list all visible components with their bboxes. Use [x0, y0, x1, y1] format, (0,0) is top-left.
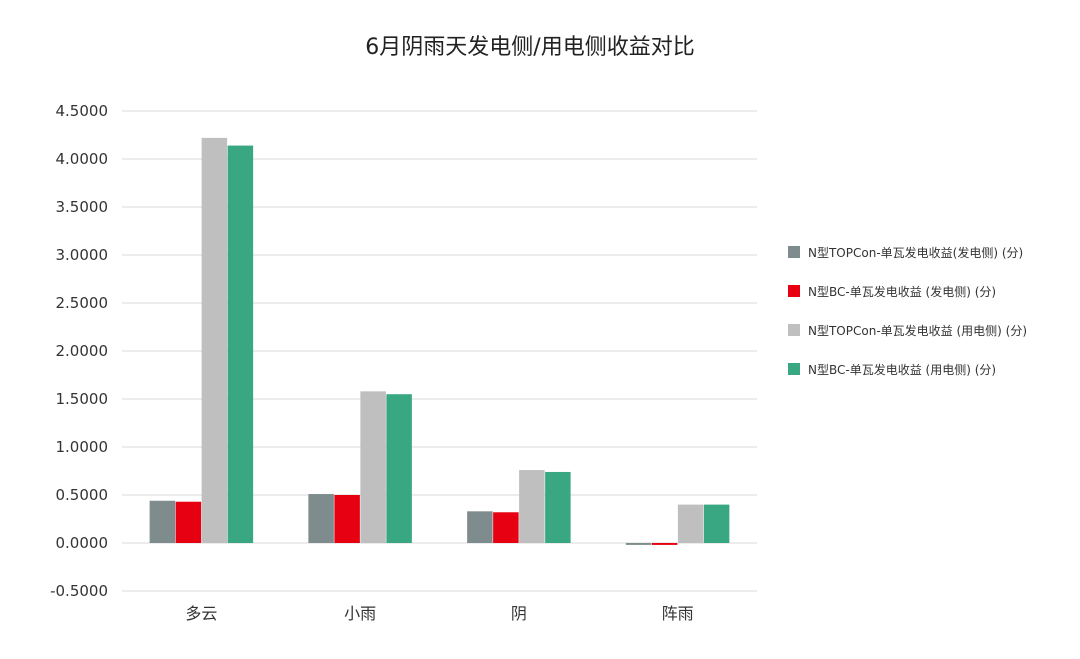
bar: [201, 137, 228, 543]
y-tick-label: 3.0000: [56, 246, 109, 264]
y-tick-label: 2.5000: [56, 294, 109, 312]
chart-title: 6月阴雨天发电侧/用电侧收益对比: [365, 35, 694, 60]
legend-label: N型TOPCon-单瓦发电收益(发电侧) (分): [808, 245, 1023, 260]
bar: [149, 500, 176, 543]
bar: [175, 501, 202, 543]
bar: [467, 511, 493, 543]
bar: [703, 504, 730, 543]
legend-label: N型BC-单瓦发电收益 (发电侧) (分): [808, 284, 996, 299]
x-tick-label: 多云: [185, 604, 217, 623]
y-tick-label: 1.5000: [56, 390, 109, 408]
bar: [386, 394, 412, 543]
legend-label: N型TOPCon-单瓦发电收益 (用电侧) (分): [808, 323, 1027, 338]
bars: [149, 137, 730, 545]
bar: [519, 470, 545, 543]
bar: [227, 145, 254, 543]
legend-swatch: [788, 285, 800, 297]
y-tick-label: -0.5000: [50, 582, 108, 600]
y-tick-label: 2.0000: [56, 342, 109, 360]
bar: [334, 495, 360, 543]
x-tick-label: 小雨: [344, 604, 376, 623]
y-tick-label: 4.0000: [56, 150, 109, 168]
legend-swatch: [788, 246, 800, 258]
y-axis-tick-labels: -0.5000 0.0000 0.5000 1.0000 1.5000 2.0000 2.5…: [50, 102, 108, 600]
bar: [493, 512, 519, 543]
x-tick-label: 阵雨: [662, 604, 694, 623]
legend-swatch: [788, 363, 800, 375]
bar: [625, 543, 652, 545]
y-tick-label: 0.0000: [56, 534, 109, 552]
bar: [677, 504, 704, 543]
x-axis-tick-labels: 多云 小雨 阴 阵雨: [185, 604, 693, 623]
y-tick-label: 1.0000: [56, 438, 109, 456]
bar: [360, 391, 386, 543]
y-tick-label: 4.5000: [56, 102, 109, 120]
legend-label: N型BC-单瓦发电收益 (用电侧) (分): [808, 362, 996, 377]
bar: [651, 543, 678, 545]
y-tick-label: 0.5000: [56, 486, 109, 504]
x-tick-label: 阴: [511, 604, 527, 623]
legend: N型TOPCon-单瓦发电收益(发电侧) (分) N型BC-单瓦发电收益 (发电侧…: [788, 245, 1027, 377]
bar: [545, 471, 571, 543]
bar: [308, 494, 334, 543]
y-tick-label: 3.5000: [56, 198, 109, 216]
legend-swatch: [788, 324, 800, 336]
